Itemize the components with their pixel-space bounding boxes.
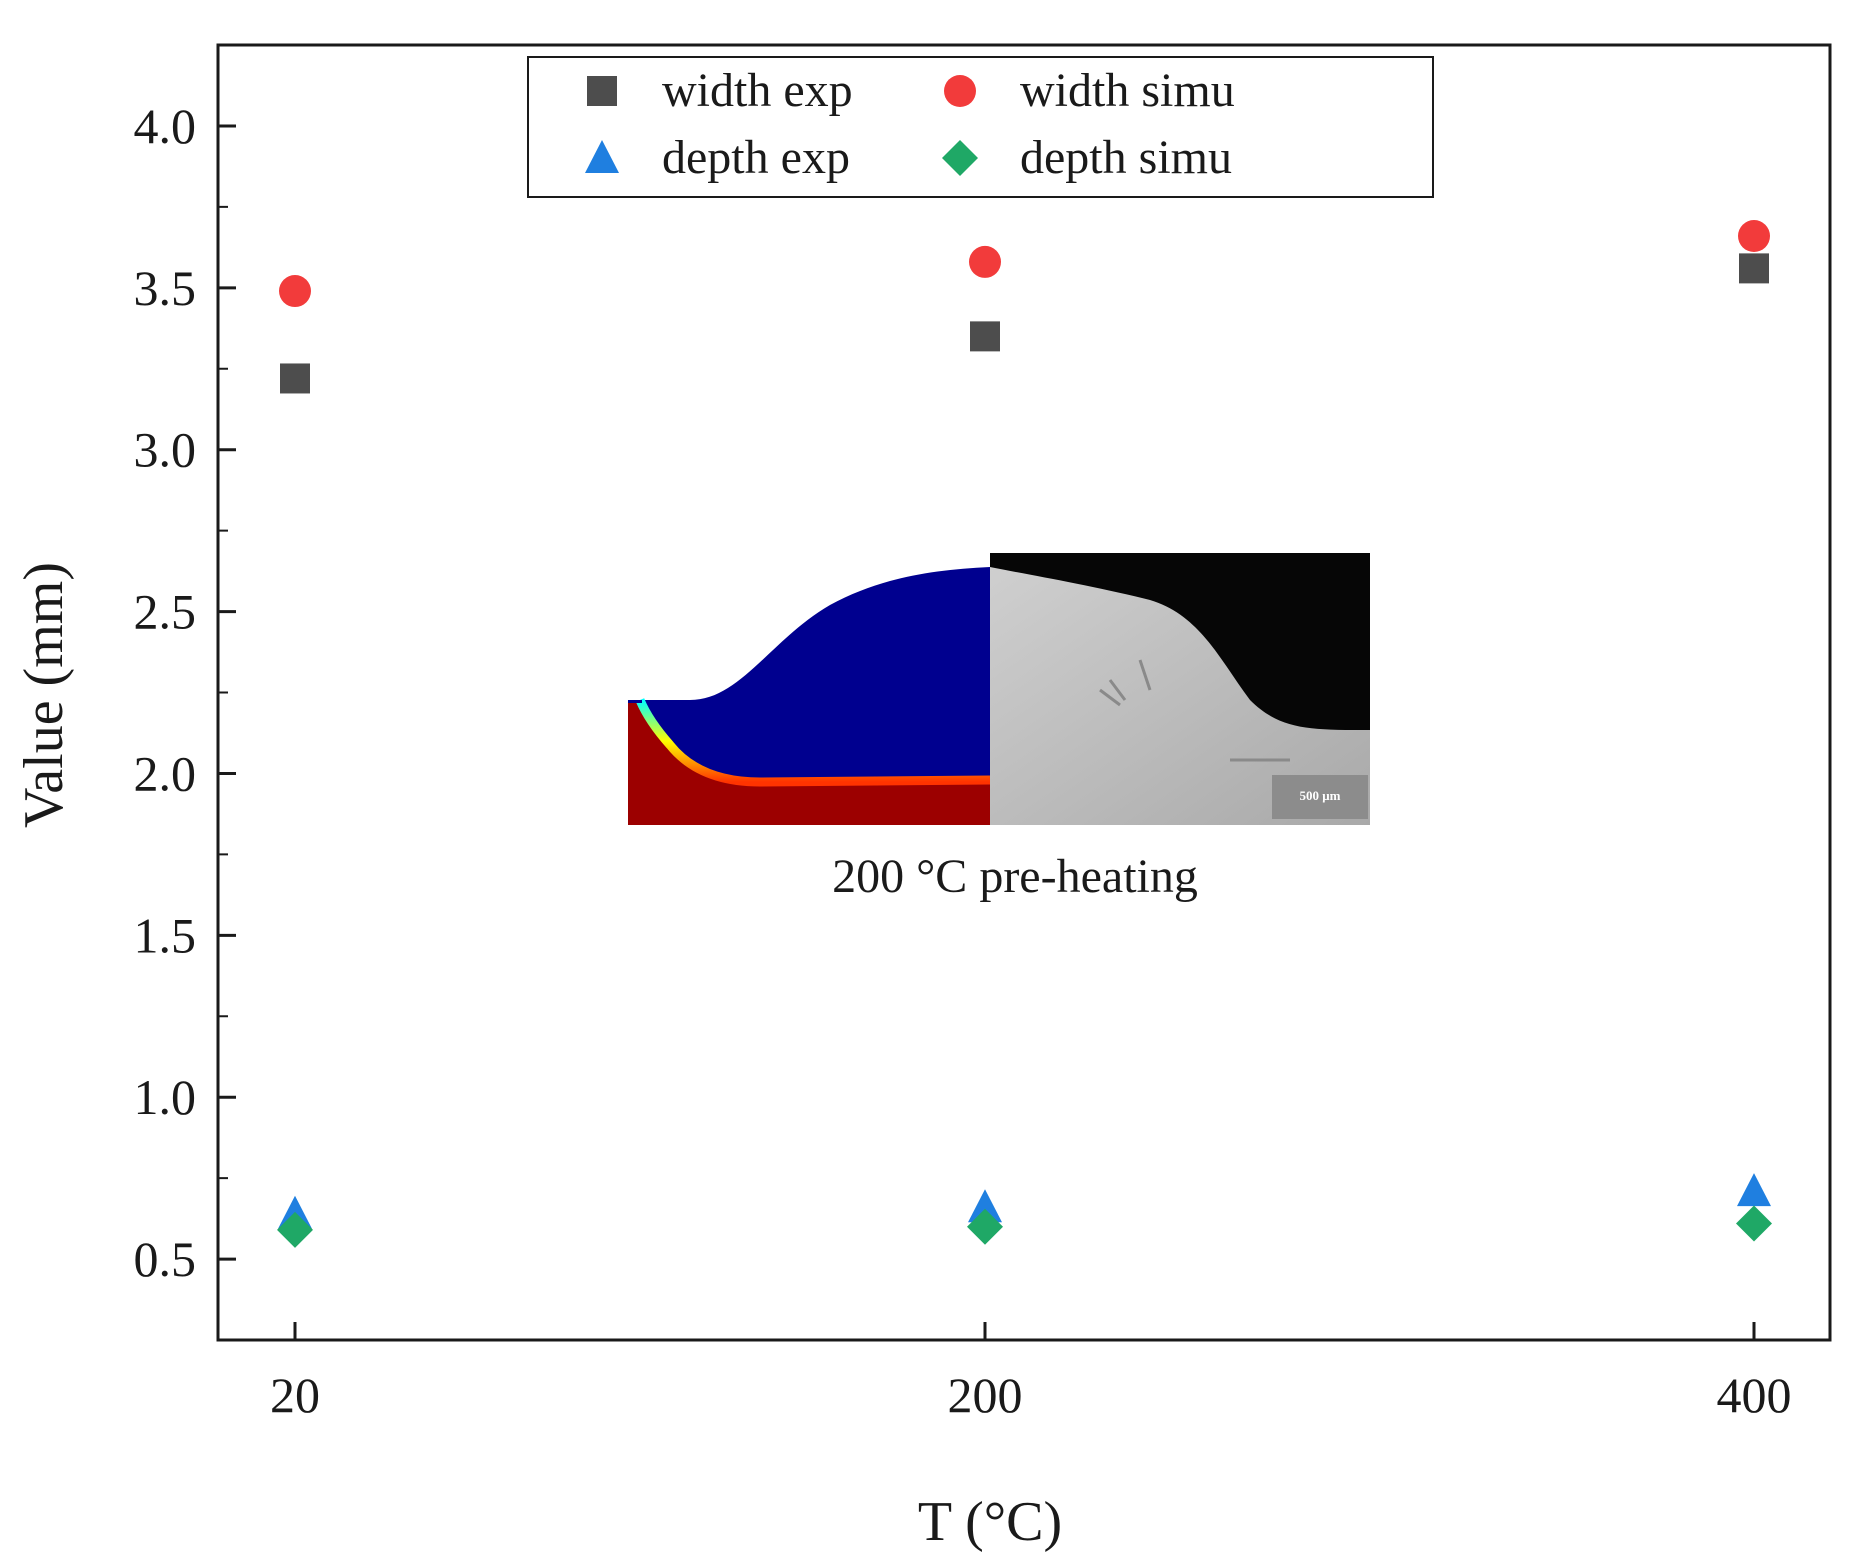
y-tick-label: 4.0 bbox=[134, 98, 197, 154]
data-markers bbox=[277, 220, 1772, 1248]
y-tick-label: 1.5 bbox=[134, 907, 197, 963]
scale-bar-label: 500 μm bbox=[1300, 788, 1341, 803]
width-simu-point bbox=[1738, 220, 1770, 253]
x-tick-label: 20 bbox=[270, 1367, 320, 1423]
legend-label: width simu bbox=[1020, 64, 1235, 117]
y-tick-label: 2.5 bbox=[134, 584, 197, 640]
inset-caption: 200 °C pre-heating bbox=[832, 850, 1198, 903]
x-axis-title: T (°C) bbox=[918, 1491, 1062, 1553]
y-tick-label: 0.5 bbox=[134, 1231, 197, 1287]
x-axis-ticks: 20 200 400 bbox=[270, 1322, 1792, 1423]
depth-exp-point bbox=[1737, 1173, 1771, 1207]
y-axis-title: Value (mm) bbox=[13, 562, 75, 828]
legend-label: depth exp bbox=[662, 131, 850, 184]
legend-label: width exp bbox=[662, 64, 853, 117]
y-tick-label: 1.0 bbox=[134, 1069, 197, 1125]
depth-simu-point bbox=[277, 1211, 313, 1248]
width-exp-point bbox=[280, 363, 310, 394]
legend-marker-depth-simu bbox=[942, 140, 978, 176]
inset-image: 500 μm 200 °C pre-heating bbox=[628, 553, 1370, 903]
y-axis-ticks: 0.5 1.0 1.5 2.0 2.5 3.0 3.5 4.0 bbox=[134, 98, 236, 1287]
y-tick-label: 3.5 bbox=[134, 260, 197, 316]
x-tick-label: 400 bbox=[1717, 1367, 1792, 1423]
legend-marker-depth-exp bbox=[585, 140, 619, 173]
depth-simu-point bbox=[967, 1208, 1003, 1245]
x-tick-label: 200 bbox=[948, 1367, 1023, 1423]
width-exp-point bbox=[1739, 253, 1769, 284]
legend-marker-width-exp bbox=[587, 76, 617, 106]
depth-exp-point bbox=[968, 1189, 1002, 1223]
depth-simu-point bbox=[1736, 1205, 1772, 1242]
width-simu-point bbox=[279, 275, 311, 308]
width-exp-point bbox=[970, 321, 1000, 352]
width-simu-point bbox=[969, 245, 1001, 278]
micrograph-panel: 500 μm bbox=[990, 553, 1370, 825]
legend: width exp width simu depth exp depth simu bbox=[527, 56, 1434, 198]
y-tick-label: 3.0 bbox=[134, 422, 197, 478]
legend-label: depth simu bbox=[1020, 131, 1232, 184]
y-tick-label: 2.0 bbox=[134, 745, 197, 801]
legend-marker-width-simu bbox=[944, 75, 976, 107]
simulation-panel bbox=[628, 567, 991, 825]
